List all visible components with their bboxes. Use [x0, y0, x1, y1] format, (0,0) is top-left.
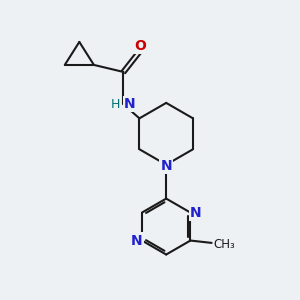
Text: CH₃: CH₃ [214, 238, 236, 251]
Text: N: N [131, 233, 142, 248]
Text: N: N [190, 206, 202, 220]
Text: H: H [111, 98, 120, 111]
Text: O: O [134, 39, 146, 53]
Text: N: N [124, 98, 136, 111]
Text: N: N [160, 159, 172, 173]
